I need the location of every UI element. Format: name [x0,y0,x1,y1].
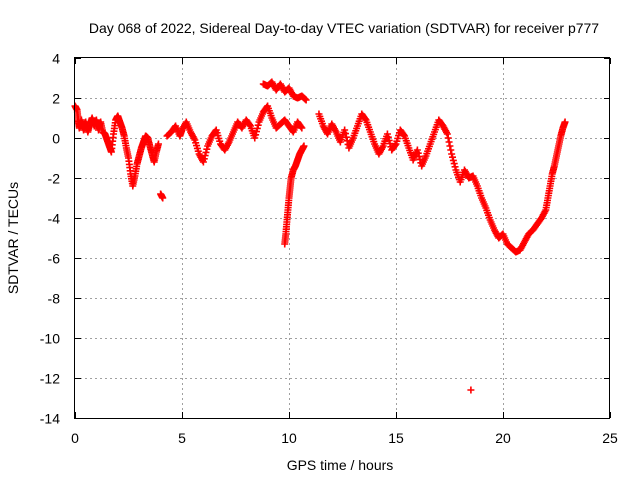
data-point-marker [445,138,453,146]
data-point-marker [443,130,451,138]
data-point-marker [252,128,260,136]
data-point-marker [449,156,457,164]
data-point-marker [467,386,475,394]
data-point-marker [159,194,167,202]
data-point-marker [253,124,261,132]
data-point-marker [300,142,308,150]
data-point-marker [154,140,162,148]
data-point-marker [201,152,209,160]
data-point-marker [254,121,262,129]
data-point-marker [385,136,393,144]
data-point-marker [448,150,456,158]
data-point-marker [341,130,349,138]
x-tick-label: 5 [178,430,186,446]
chart-title: Day 068 of 2022, Sidereal Day-to-day VTE… [89,20,599,36]
y-tick-label: 0 [52,131,60,147]
data-point-marker [341,126,349,134]
y-tick-label: -8 [48,291,61,307]
data-point-marker [447,146,455,154]
y-tick-label: -10 [40,331,60,347]
y-tick-label: -14 [40,411,60,427]
data-point-marker [302,96,310,104]
y-tick-label: -6 [48,251,61,267]
data-point-marker [203,145,211,153]
data-point-marker [448,153,456,161]
data-point-marker [297,123,305,131]
data-points [71,78,569,394]
plot-frame [74,57,610,419]
y-tick-label: -4 [48,211,61,227]
data-point-marker [413,146,421,154]
y-axis-label: SDTVAR / TECUs [5,182,21,294]
data-point-marker [415,152,423,160]
x-tick-label: 0 [71,430,79,446]
data-point-marker [451,163,459,171]
x-tick-label: 15 [388,430,404,446]
data-point-marker [251,134,259,142]
data-point-marker [384,133,392,141]
data-point-marker [386,140,394,148]
y-tick-label: 4 [52,51,60,67]
x-tick-label: 25 [602,430,618,446]
x-tick-label: 20 [495,430,511,446]
data-point-marker [200,155,208,163]
data-point-marker [246,121,254,129]
data-point-marker [446,142,454,150]
y-tick-label: 2 [52,91,60,107]
data-point-marker [383,130,391,138]
axis-ticks [75,58,611,419]
data-point-marker [561,118,569,126]
data-point-marker [342,133,350,141]
x-tick-label: 10 [281,430,297,446]
data-point-marker [202,148,210,156]
data-point-marker [414,149,422,157]
data-point-marker [199,158,207,166]
y-tick-label: -2 [48,171,61,187]
data-point-marker [361,115,369,123]
data-point-marker [298,124,306,132]
data-point-marker [391,141,399,149]
data-point-marker [252,131,260,139]
y-tick-label: -12 [40,371,60,387]
data-point-marker [450,160,458,168]
grid-lines [75,58,610,418]
data-point-marker [400,131,408,139]
x-axis-label: GPS time / hours [287,457,394,473]
data-point-marker [444,134,452,142]
